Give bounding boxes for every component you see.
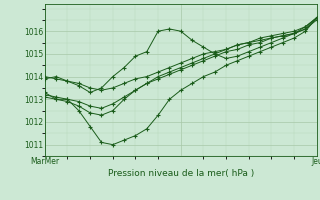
X-axis label: Pression niveau de la mer( hPa ): Pression niveau de la mer( hPa ) <box>108 169 254 178</box>
